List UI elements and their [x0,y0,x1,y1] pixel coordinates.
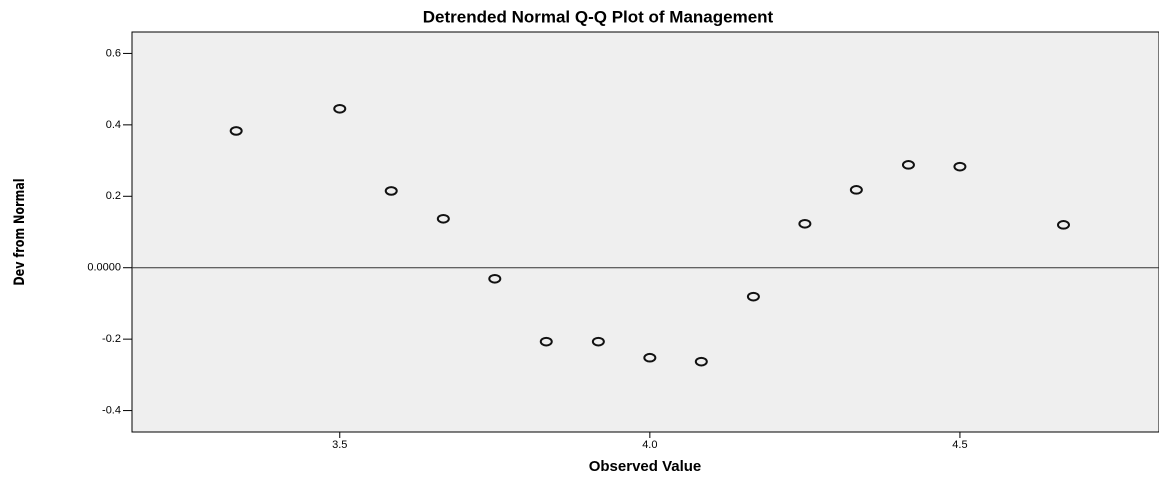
y-tick-label: -0.4 [102,404,121,416]
point [539,336,553,347]
x-tick-label: 4.5 [952,439,967,451]
y-tick-label: -0.2 [102,333,121,345]
x-axis-label: Observed Value [589,458,702,475]
chart-title: Detrended Normal Q-Q Plot of Management [423,7,774,26]
point [333,103,347,114]
point [746,291,760,302]
x-tick-label: 3.5 [332,439,347,451]
point [798,218,812,229]
point [643,352,657,363]
point [694,356,708,367]
y-tick-label: 0.4 [106,119,121,131]
x-tick-label: 4.0 [642,439,657,451]
y-tick-label: 0.0000 [87,262,121,274]
y-tick-label: 0.2 [106,190,121,202]
point [901,160,915,170]
point [384,186,398,196]
plot-area [131,31,1159,433]
y-tick-label: 0.6 [106,47,121,59]
point [953,161,967,172]
point [229,126,243,136]
point [436,213,450,224]
point [1056,220,1070,230]
point [849,185,863,195]
point [488,273,502,284]
point [591,336,605,347]
y-axis-label: Dev from Normal [11,178,28,285]
